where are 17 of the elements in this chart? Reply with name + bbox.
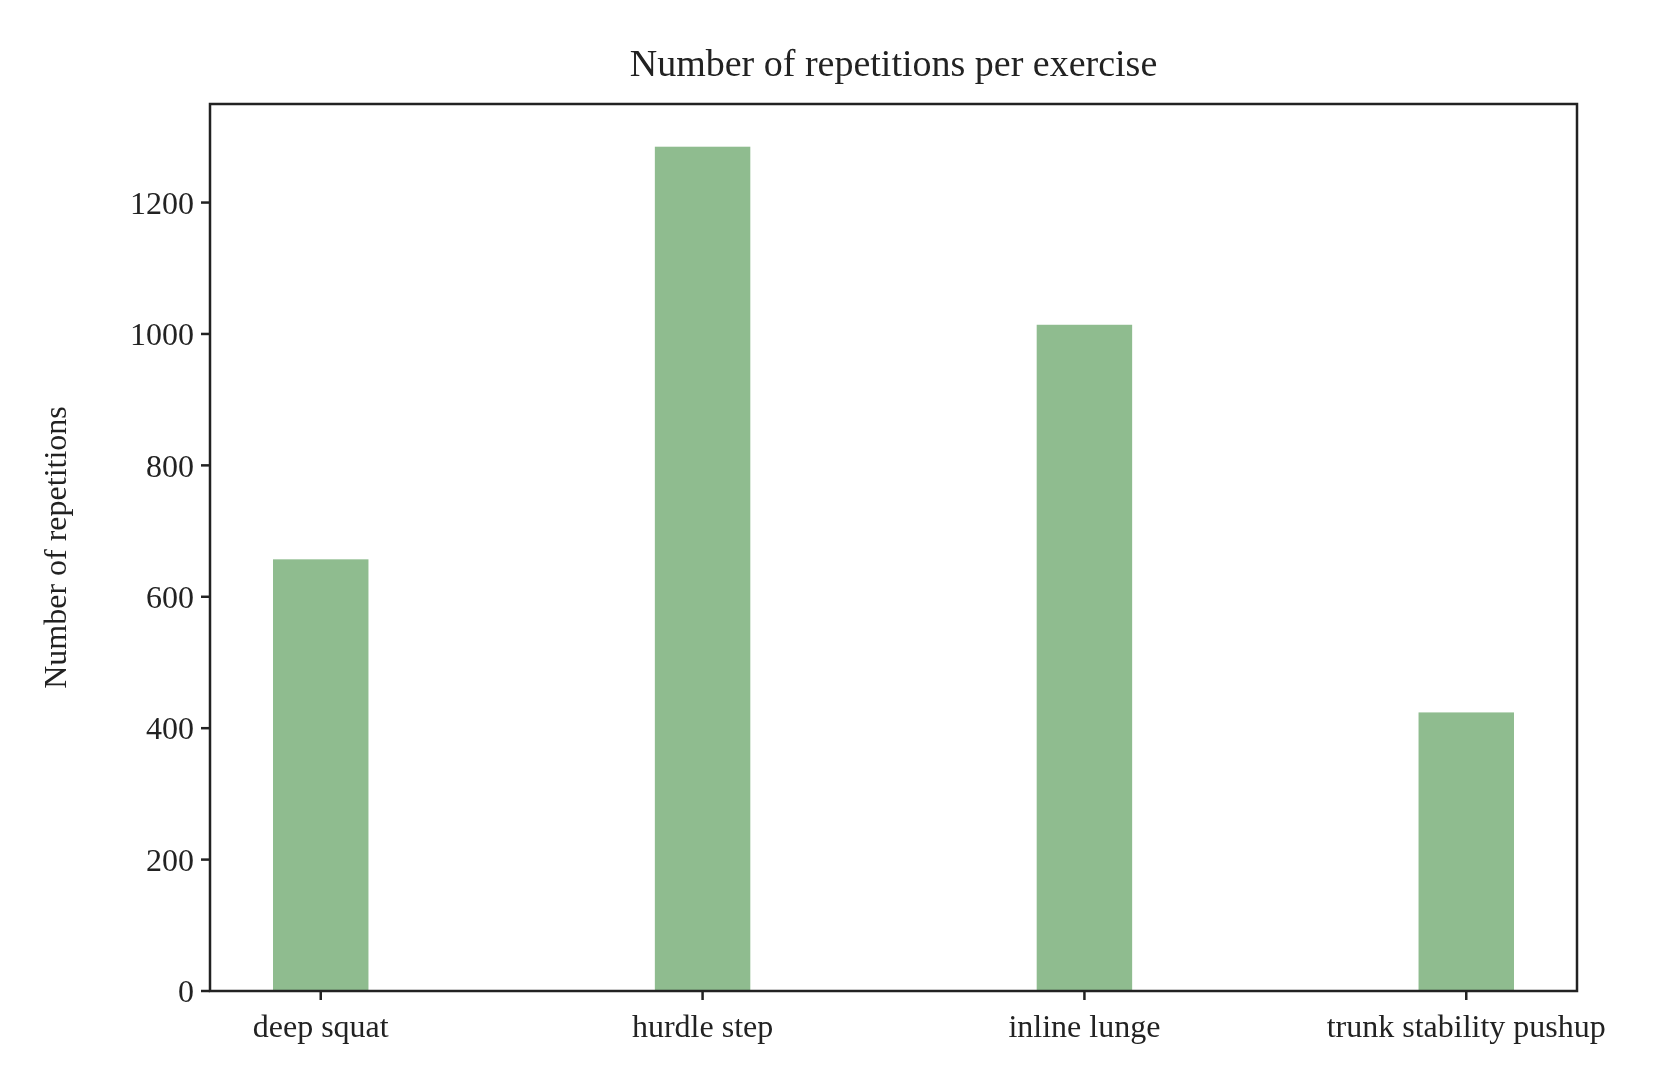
x-tick-label: hurdle step: [631, 1008, 774, 1044]
y-tick-label: 200: [146, 841, 194, 878]
bar: [1036, 324, 1133, 991]
x-tick-label: deep squat: [252, 1008, 389, 1044]
bar: [1418, 712, 1514, 991]
y-tick-label: 400: [146, 710, 194, 747]
x-tick-label: inline lunge: [1008, 1008, 1161, 1044]
bar: [654, 146, 751, 991]
y-tick-label: 600: [146, 578, 194, 615]
y-tick-label: 1200: [130, 184, 194, 221]
y-tick-label: 800: [146, 447, 194, 484]
x-tick-label: trunk stability pushup: [1326, 1008, 1606, 1044]
y-tick-label: 1000: [130, 316, 194, 353]
chart-title: Number of repetitions per exercise: [629, 42, 1158, 84]
bar: [273, 559, 369, 991]
y-tick-label: 0: [178, 973, 194, 1010]
y-axis-title: Number of repetitions: [37, 406, 73, 689]
